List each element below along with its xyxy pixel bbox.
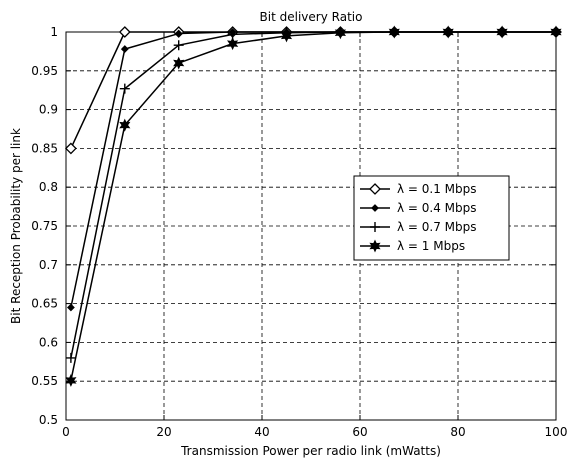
legend-entry-label: λ = 1 Mbps bbox=[397, 239, 465, 253]
x-tick-label: 100 bbox=[545, 425, 568, 439]
axes-layer: 0 20 40 60 80 100 0.5 0.55 0.6 0.65 0.7 0.75 0.8 0.85… bbox=[31, 25, 567, 439]
series-line bbox=[70, 31, 556, 381]
series-4 bbox=[65, 25, 562, 387]
y-tick-label: 0.6 bbox=[39, 335, 58, 349]
data-point-diamond-marker bbox=[369, 183, 381, 195]
data-point-hexagram-marker bbox=[442, 25, 454, 39]
series-layer bbox=[64, 25, 562, 387]
data-point-point-marker bbox=[120, 45, 129, 53]
y-tick-label: 1 bbox=[50, 25, 58, 39]
x-tick-label: 60 bbox=[352, 425, 367, 439]
legend: λ = 0.1 Mbps λ = 0.4 Mbps λ = 0.7 Mbps λ = … bbox=[353, 175, 510, 261]
y-tick-label: 0.75 bbox=[31, 219, 58, 233]
data-point-hexagram-marker bbox=[119, 118, 131, 132]
data-point-diamond-marker bbox=[64, 142, 77, 155]
y-tick-label: 0.7 bbox=[39, 258, 58, 272]
data-point-hexagram-marker bbox=[496, 25, 508, 39]
data-point-hexagram-marker bbox=[227, 37, 239, 51]
y-axis-label: Bit Reception Probability per link bbox=[9, 128, 23, 324]
x-tick-label: 40 bbox=[254, 425, 269, 439]
y-tick-label: 0.95 bbox=[31, 64, 58, 78]
y-tick-label: 0.85 bbox=[31, 141, 58, 155]
y-tick-label: 0.65 bbox=[31, 297, 58, 311]
data-point-hexagram-marker bbox=[334, 26, 346, 40]
x-axis-label: Transmission Power per radio link (mWatt… bbox=[180, 444, 441, 458]
legend-entry-label: λ = 0.1 Mbps bbox=[397, 182, 477, 196]
data-point-plus-marker bbox=[173, 40, 184, 51]
y-tick-label: 0.55 bbox=[31, 374, 58, 388]
data-point-hexagram-marker bbox=[65, 373, 77, 387]
data-point-plus-marker bbox=[370, 222, 380, 232]
data-point-plus-marker bbox=[119, 83, 130, 94]
data-point-hexagram-marker bbox=[173, 56, 185, 70]
data-point-hexagram-marker bbox=[369, 239, 381, 253]
data-point-hexagram-marker bbox=[550, 25, 562, 39]
data-point-point-marker bbox=[66, 303, 75, 312]
x-tick-label: 20 bbox=[156, 425, 171, 439]
x-tick-label: 80 bbox=[450, 425, 465, 439]
y-tick-label: 0.9 bbox=[39, 103, 58, 117]
x-tick-label: 0 bbox=[62, 425, 70, 439]
data-point-plus-marker bbox=[65, 352, 76, 363]
data-point-point-marker bbox=[174, 29, 183, 38]
y-tick-label: 0.5 bbox=[39, 413, 58, 427]
data-point-hexagram-marker bbox=[280, 29, 293, 43]
data-point-point-marker bbox=[371, 204, 379, 212]
legend-entry-label: λ = 0.4 Mbps bbox=[397, 201, 477, 215]
data-point-hexagram-marker bbox=[388, 25, 400, 39]
chart-title: Bit delivery Ratio bbox=[260, 10, 363, 24]
legend-entry-label: λ = 0.7 Mbps bbox=[397, 220, 477, 234]
y-tick-label: 0.8 bbox=[39, 180, 58, 194]
data-point-diamond-marker bbox=[118, 26, 131, 38]
